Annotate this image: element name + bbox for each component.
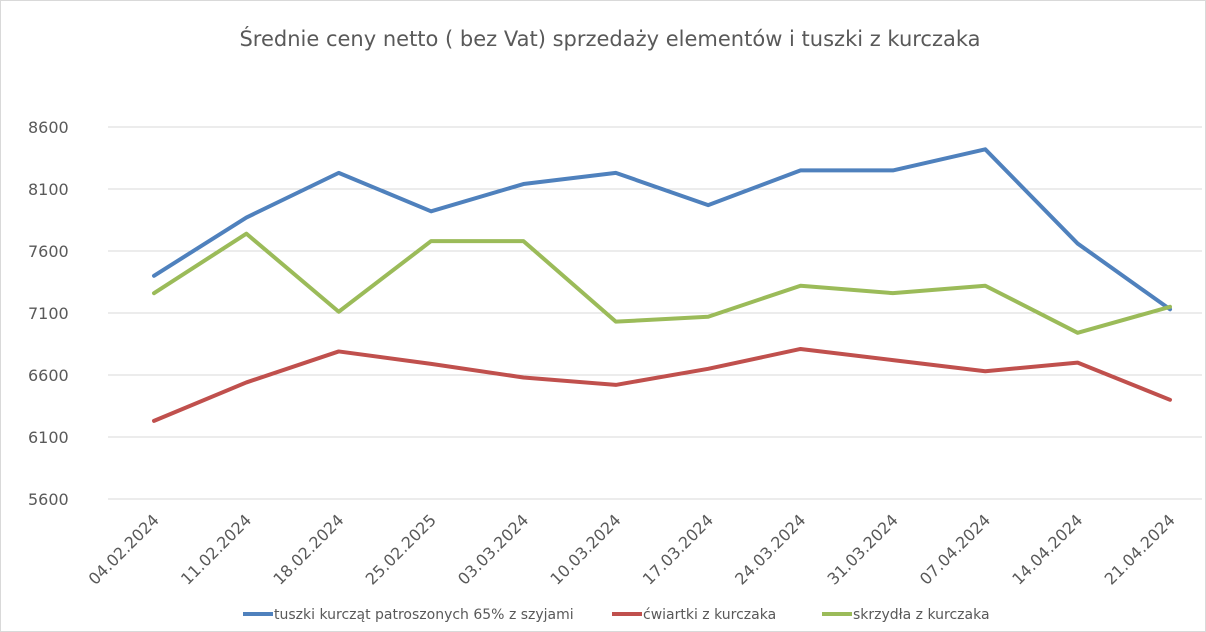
line-series: [152, 147, 1172, 312]
y-tick-label: 6100: [28, 428, 69, 447]
chart-title: Średnie ceny netto ( bez Vat) sprzedaży …: [239, 26, 980, 51]
legend-label: ćwiartki z kurczaka: [643, 607, 776, 623]
line-series: [152, 231, 1172, 335]
legend-label: skrzydła z kurczaka: [853, 607, 990, 623]
y-tick-label: 8600: [28, 118, 69, 137]
y-tick-label: 7600: [28, 242, 69, 261]
y-tick-label: 8100: [28, 180, 69, 199]
y-tick-label: 7100: [28, 304, 69, 323]
y-tick-label: 5600: [28, 490, 69, 509]
y-tick-label: 6600: [28, 366, 69, 385]
legend-label: tuszki kurcząt patroszonych 65% z szyjam…: [274, 607, 574, 623]
line-series: [152, 346, 1172, 423]
